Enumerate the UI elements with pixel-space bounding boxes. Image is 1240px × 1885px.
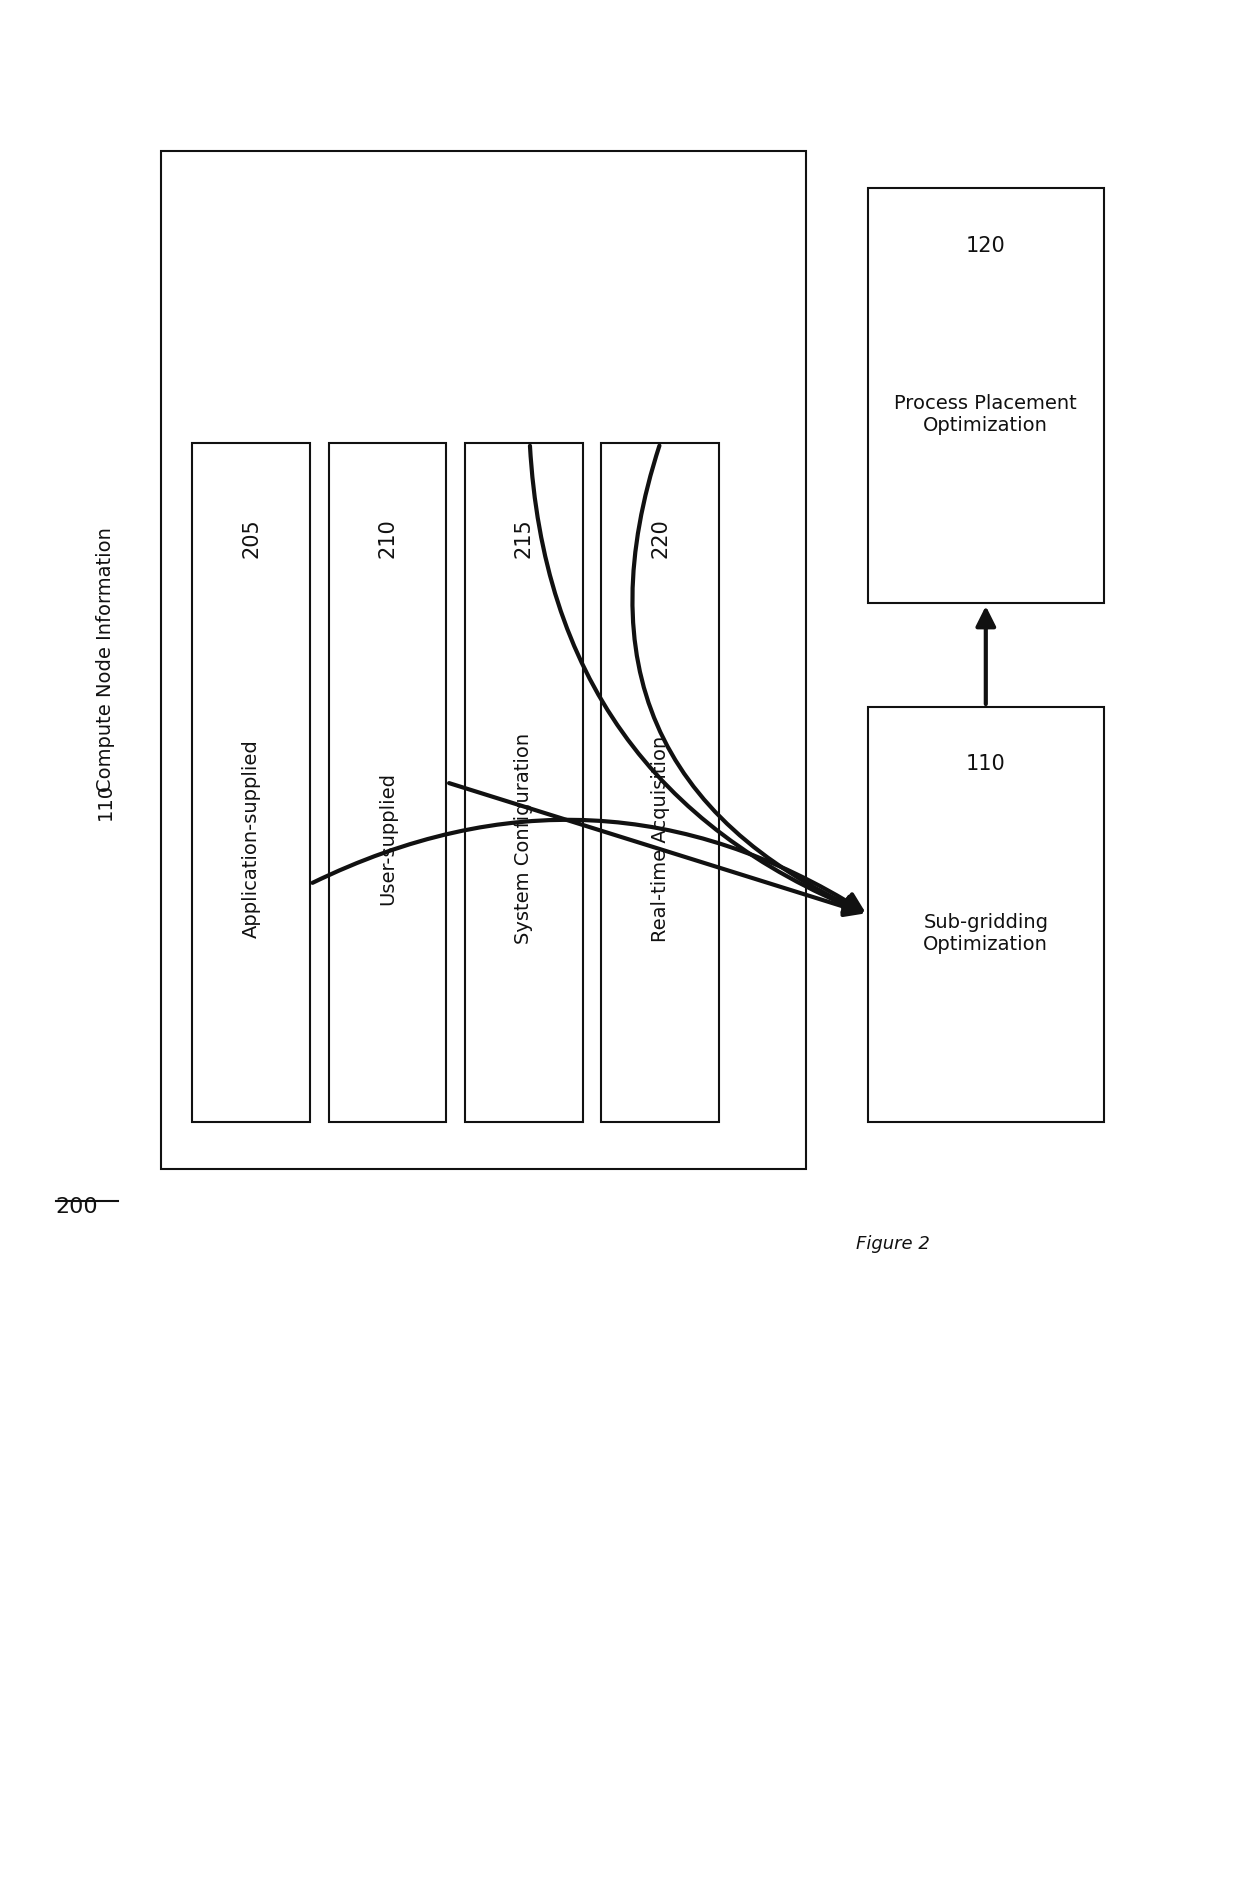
- Bar: [868, 188, 1104, 603]
- Text: 205: 205: [241, 518, 262, 558]
- Text: 220: 220: [650, 518, 671, 558]
- FancyArrowPatch shape: [529, 445, 861, 912]
- Bar: [465, 443, 583, 1122]
- Bar: [192, 443, 310, 1122]
- FancyArrowPatch shape: [449, 782, 861, 914]
- FancyArrowPatch shape: [312, 820, 862, 910]
- Text: Real-time Acquisition: Real-time Acquisition: [651, 735, 670, 942]
- Text: Sub-gridding
Optimization: Sub-gridding Optimization: [924, 912, 1048, 954]
- Text: Process Placement
Optimization: Process Placement Optimization: [894, 394, 1078, 435]
- Text: 200: 200: [56, 1197, 98, 1218]
- Text: User-supplied: User-supplied: [378, 773, 397, 905]
- Bar: [329, 443, 446, 1122]
- Bar: [868, 707, 1104, 1122]
- Bar: [161, 151, 806, 1169]
- Bar: [601, 443, 719, 1122]
- Text: Application-supplied: Application-supplied: [242, 739, 260, 939]
- Text: System Configuration: System Configuration: [515, 733, 533, 944]
- Text: 110: 110: [95, 782, 115, 820]
- FancyArrowPatch shape: [632, 445, 862, 912]
- Text: 210: 210: [377, 518, 398, 558]
- Text: 110: 110: [966, 754, 1006, 775]
- Text: Figure 2: Figure 2: [856, 1235, 930, 1254]
- Text: Compute Node Information: Compute Node Information: [95, 528, 115, 792]
- Text: 215: 215: [513, 518, 534, 558]
- FancyArrowPatch shape: [977, 611, 994, 705]
- Text: 120: 120: [966, 236, 1006, 256]
